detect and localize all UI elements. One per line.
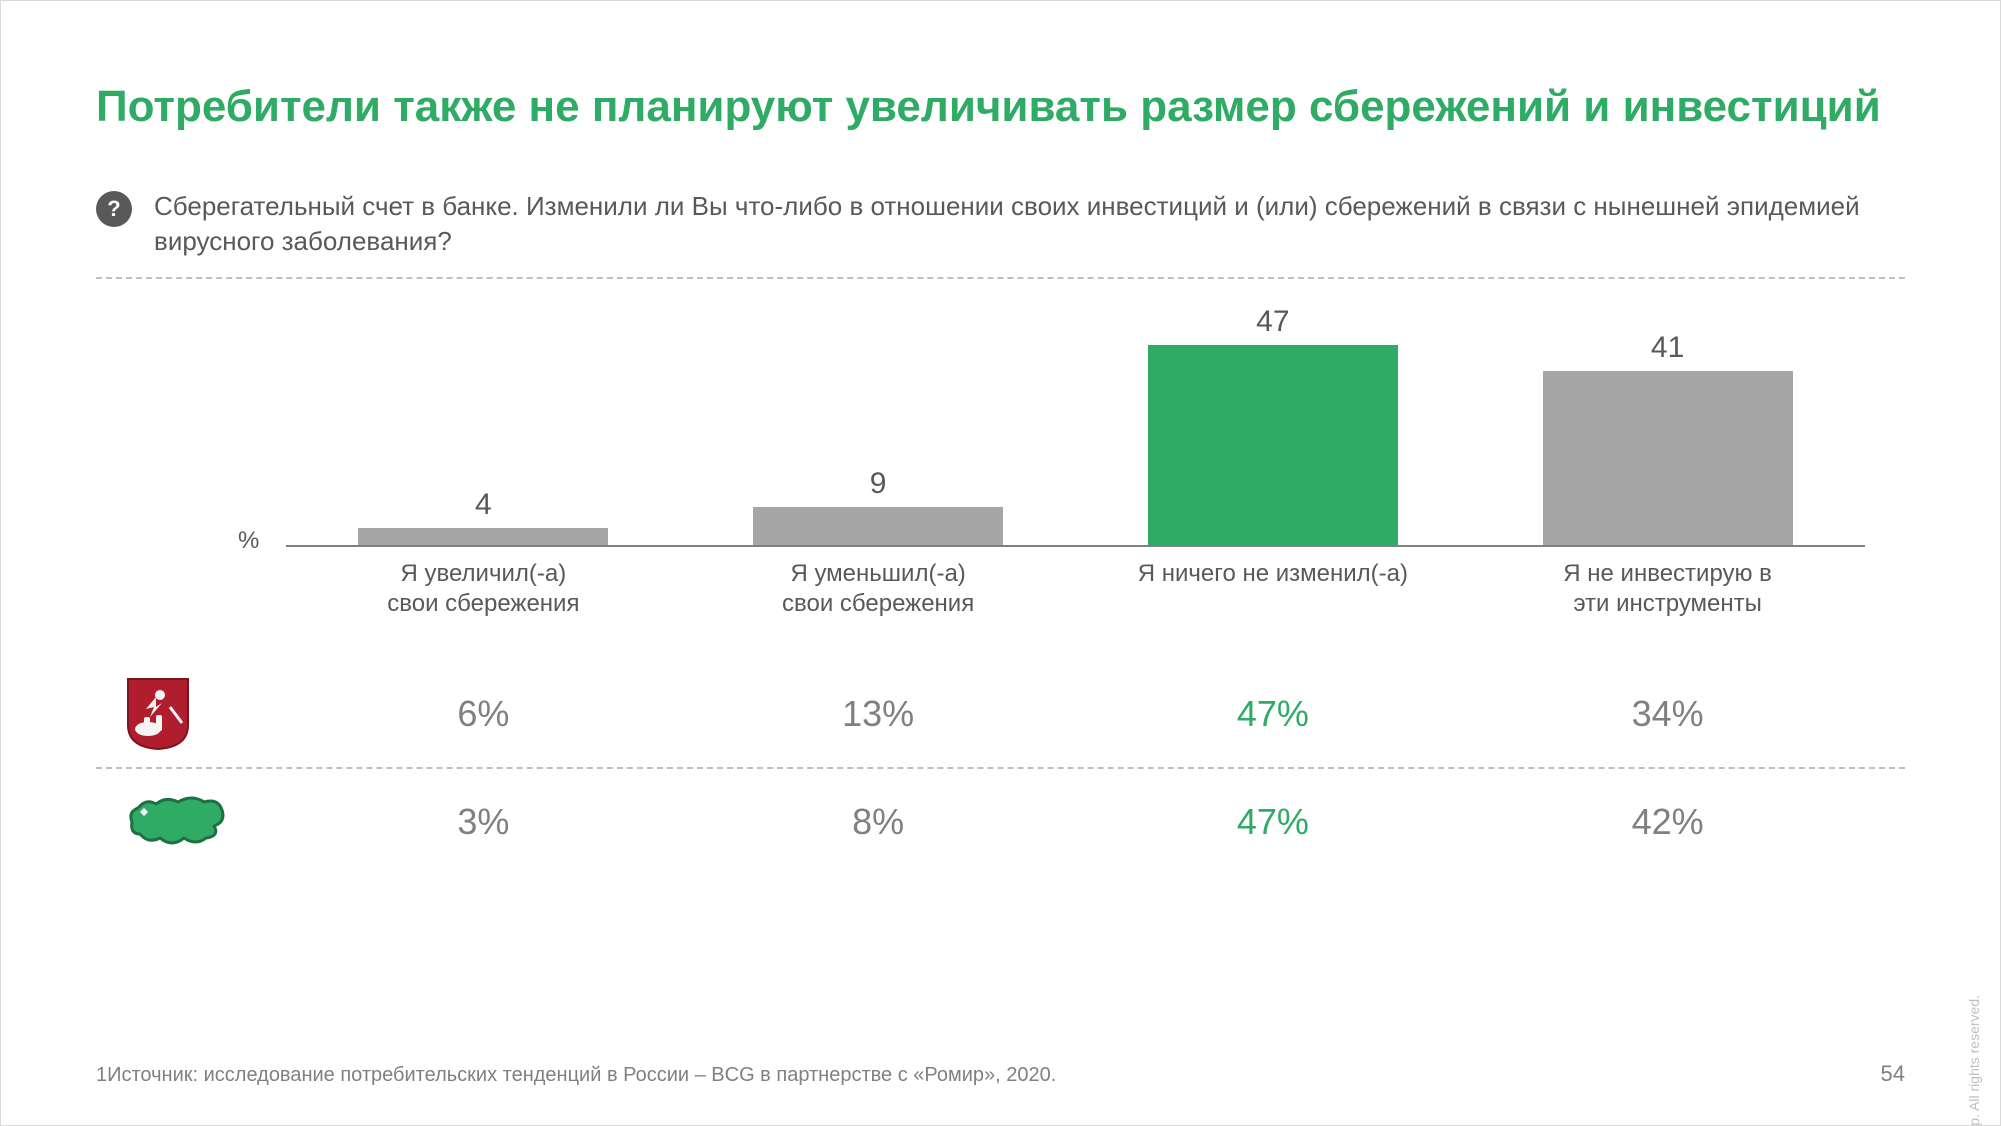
bar-column: 9 [689,467,1068,545]
breakdown-value: 34% [1478,693,1857,735]
x-axis-label: Я увеличил(-а)свои сбережения [294,559,673,619]
question-icon: ? [96,191,132,227]
source-footnote: 1Источник: исследование потребительских … [96,1064,1056,1087]
russia-map-icon [96,792,286,852]
breakdown-row-russia: 3% 8% 47% 42% [96,777,1905,867]
slide-title: Потребители также не планируют увеличива… [96,81,1905,133]
bar-value-label: 4 [475,488,492,522]
breakdown-value: 47% [1083,801,1462,843]
bar-column: 4 [294,488,673,545]
x-labels: Я увеличил(-а)свои сбережения Я уменьшил(… [286,559,1865,619]
divider [96,767,1905,769]
breakdown-row-moscow: 6% 13% 47% 34% [96,669,1905,759]
bar-value-label: 47 [1256,305,1289,339]
moscow-coat-of-arms-icon [96,677,286,751]
chart-plot-area: % 494741 [286,315,1865,547]
bar [1543,371,1793,545]
breakdown-value: 42% [1478,801,1857,843]
breakdown-value: 47% [1083,693,1462,735]
bar-value-label: 9 [870,467,887,501]
breakdown-table: 6% 13% 47% 34% 3% 8% 47% 42% [96,669,1905,867]
breakdown-value: 6% [294,693,673,735]
x-axis-label: Я не инвестирую вэти инструменты [1478,559,1857,619]
y-axis-unit: % [238,527,259,555]
bar-column: 41 [1478,331,1857,545]
x-axis-label: Я ничего не изменил(-а) [1083,559,1462,619]
breakdown-cells: 6% 13% 47% 34% [286,693,1865,735]
bar [1148,345,1398,545]
bar [358,528,608,545]
bars-container: 494741 [286,315,1865,545]
divider [96,277,1905,279]
breakdown-value: 8% [689,801,1068,843]
question-row: ? Сберегательный счет в банке. Изменили … [96,189,1905,259]
bar-chart: % 494741 Я увеличил(-а)свои сбереженияЯ … [286,315,1865,619]
breakdown-value: 3% [294,801,673,843]
breakdown-value: 13% [689,693,1068,735]
question-text: Сберегательный счет в банке. Изменили ли… [154,189,1905,259]
copyright-text: Copyright © 2020 by Boston Consulting Gr… [1966,995,1982,1126]
slide: Потребители также не планируют увеличива… [0,0,2001,1126]
bar [753,507,1003,545]
bar-value-label: 41 [1651,331,1684,365]
x-axis-label: Я уменьшил(-а)свои сбережения [689,559,1068,619]
page-number: 54 [1881,1061,1905,1087]
breakdown-cells: 3% 8% 47% 42% [286,801,1865,843]
bar-column: 47 [1083,305,1462,545]
